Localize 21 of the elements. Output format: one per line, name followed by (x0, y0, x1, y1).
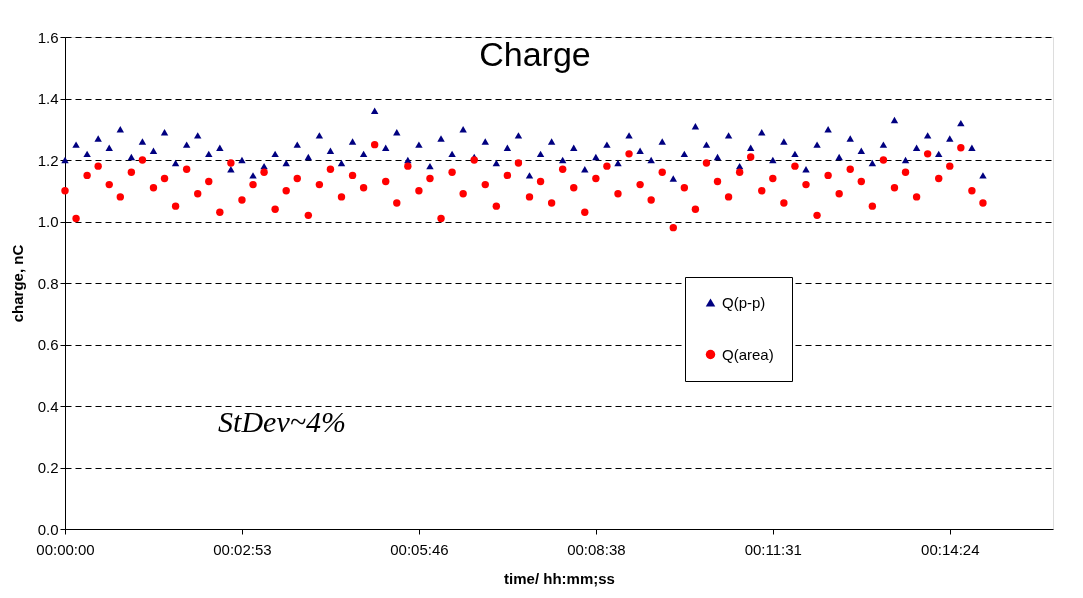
chart-title: Charge (479, 35, 591, 73)
legend-label: Q(p-p) (722, 293, 766, 311)
y-tick-label: 0.4 (37, 397, 59, 415)
x-tick-label: 00:14:24 (921, 540, 980, 558)
x-tick-label: 00:02:53 (213, 540, 272, 558)
x-tick-label: 00:08:38 (567, 540, 626, 558)
x-tick-label: 00:11:31 (744, 540, 802, 558)
y-axis-title: charge, nC (8, 244, 26, 323)
x-tick-label: 00:05:46 (390, 540, 449, 558)
y-tick-label: 0.6 (37, 336, 59, 353)
y-tick-label: 1.6 (37, 28, 59, 46)
x-tick-label: 00:00:00 (36, 540, 95, 558)
y-tick-label: 0.8 (37, 274, 59, 292)
y-tick-label: 1.4 (37, 90, 59, 107)
y-tick-label: 0.2 (37, 459, 59, 476)
y-tick-label: 1.2 (37, 151, 59, 169)
annotation: StDev~4% (218, 405, 346, 438)
legend-label: Q(area) (722, 345, 774, 363)
y-tick-label: 1.0 (37, 213, 59, 230)
x-axis-title: time/ hh:mm;ss (504, 569, 615, 587)
y-tick-label: 0.0 (37, 520, 59, 538)
